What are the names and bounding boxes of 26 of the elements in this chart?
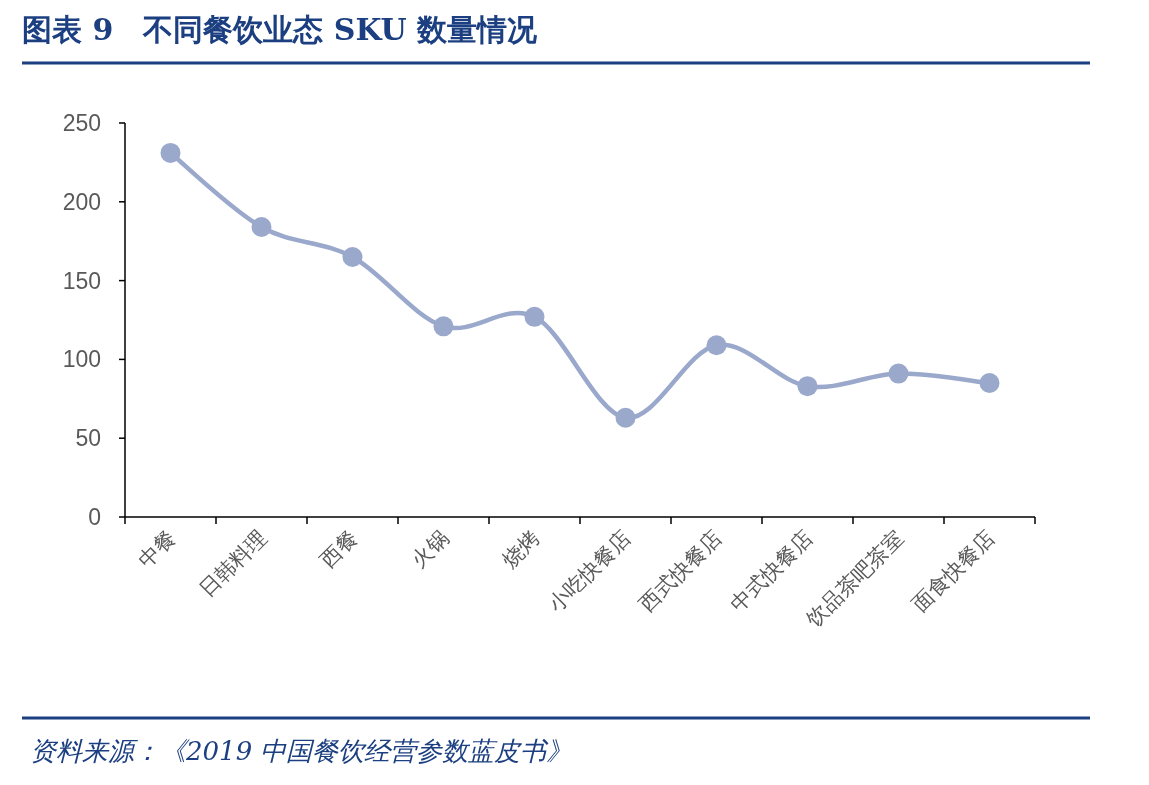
x-tick-label: 中餐: [133, 525, 181, 573]
x-tick-label: 西式快餐店: [634, 525, 727, 617]
point: [979, 373, 1000, 394]
point: [615, 407, 636, 428]
y-tick-label: 100: [62, 346, 101, 373]
x-tick-label: 面食快餐店: [907, 525, 1000, 617]
point: [433, 316, 454, 337]
x-tick-label: 日韩料理: [194, 525, 272, 602]
point: [342, 246, 363, 267]
y-tick-label: 250: [62, 110, 101, 136]
y-tick-label: 50: [75, 425, 101, 452]
title: 图表 9 不同餐饮业态 SKU 数量情况: [22, 12, 538, 47]
x-tick-label: 烧烤: [497, 525, 545, 573]
x-tick-label: 西餐: [315, 525, 363, 573]
point: [706, 335, 727, 356]
point: [160, 142, 181, 163]
y-tick-label: 0: [88, 504, 101, 530]
point: [524, 306, 545, 327]
point: [251, 217, 272, 238]
y-tick-label: 200: [62, 188, 101, 215]
x-tick-label: 火锅: [406, 525, 454, 573]
y-tick-label: 150: [62, 267, 101, 294]
point: [797, 376, 818, 397]
text: 资料来源：《2019 中国餐饮经营参数蓝皮书》: [30, 736, 573, 766]
point: [888, 363, 909, 384]
x-tick-label: 小吃快餐店: [543, 525, 636, 617]
